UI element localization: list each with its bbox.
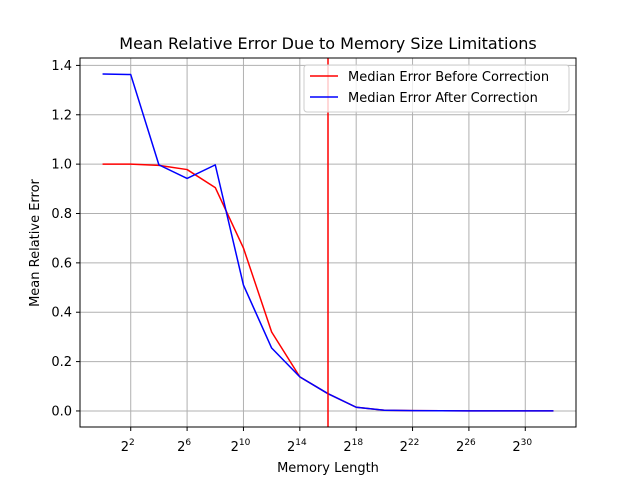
y-tick-label: 0.4 <box>51 306 72 321</box>
y-tick-label: 0.8 <box>51 207 72 222</box>
x-tick-label: 210 <box>231 438 251 455</box>
x-tick-label: 230 <box>512 438 532 455</box>
plot-frame <box>79 57 577 428</box>
legend-box <box>303 64 570 113</box>
x-tick-label: 222 <box>400 438 420 455</box>
x-tick-label: 22 <box>121 438 135 455</box>
x-axis-label: Memory Length <box>277 461 379 476</box>
y-tick-label: 0.2 <box>51 355 72 370</box>
x-tick-label: 226 <box>456 438 476 455</box>
legend-label-before: Median Error Before Correction <box>348 70 549 85</box>
axis-ticks: 22 26 210 214 218 222 226 230 0.0 0.2 0.4 0.6 0.8 1.0… <box>51 59 532 455</box>
x-tick-label: 26 <box>177 438 191 455</box>
y-tick-label: 1.0 <box>51 158 72 173</box>
x-tick-label: 218 <box>343 438 363 455</box>
y-tick-label: 1.2 <box>51 108 72 123</box>
y-tick-label: 0.0 <box>51 404 72 419</box>
y-tick-label: 1.4 <box>51 59 72 74</box>
series-layer <box>102 58 554 427</box>
legend-label-after: Median Error After Correction <box>348 91 538 106</box>
y-axis-label: Mean Relative Error <box>28 178 43 306</box>
legend: Median Error Before Correction Median Er… <box>303 64 570 113</box>
y-tick-label: 0.6 <box>51 256 72 271</box>
chart-title: Mean Relative Error Due to Memory Size L… <box>119 34 536 53</box>
x-tick-label: 214 <box>287 438 307 455</box>
